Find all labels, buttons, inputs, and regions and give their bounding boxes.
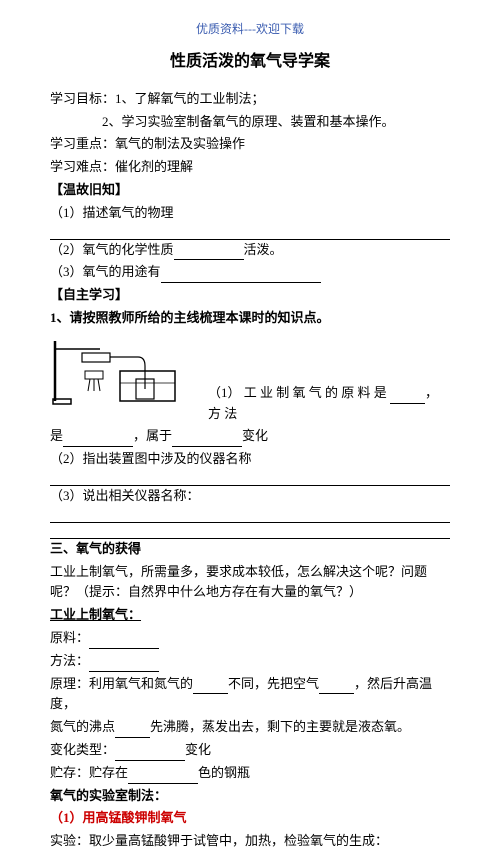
blank-8: [193, 680, 228, 694]
review-q1: （1）描述氧气的物理: [50, 203, 450, 224]
method-line: 方法：: [50, 651, 450, 672]
change-suffix: 变化: [185, 742, 211, 757]
section3-text: 工业上制氧气，所需量多，要求成本较低，怎么解决这个呢？问题呢？（提示：自然界中什…: [50, 562, 450, 604]
difficulty-text: 催化剂的理解: [115, 159, 193, 174]
industrial-title-line: 工业上制氧气：: [50, 605, 450, 626]
lab-title: 氧气的实验室制法：: [50, 786, 450, 807]
principle-line: 原理：利用氧气和氮气的不同，先把空气，然后升高温度，: [50, 674, 450, 716]
blank-12: [128, 770, 198, 784]
selfstudy-q1-line2-suffix: 变化: [242, 428, 268, 443]
principle-2: 不同，先把空气: [228, 676, 319, 691]
lab-experiment: 实验：取少量高锰酸钾于试管中，加热，检验氧气的生成：: [50, 831, 450, 852]
review-q3-prefix: （3）氧气的用途有: [50, 264, 161, 279]
difficulty-label: 学习难点：: [50, 159, 115, 174]
apparatus-diagram: [50, 331, 200, 416]
blank-line-3: [50, 509, 450, 523]
objectives-line1: 学习目标：1、了解氧气的工业制法；: [50, 89, 450, 110]
blank-line-2: [50, 472, 450, 486]
section3-header: 三、氧气的获得: [50, 539, 450, 560]
review-q3: （3）氧气的用途有: [50, 262, 450, 283]
storage-label: 贮存：: [50, 765, 89, 780]
blank-9: [319, 680, 354, 694]
focus-line: 学习重点：氧气的制法及实验操作: [50, 134, 450, 155]
selfstudy-q1-line2-prefix: 是: [50, 428, 63, 443]
blank-2: [161, 269, 321, 283]
review-q1-text: （1）描述氧气的物理: [50, 205, 174, 220]
blank-line-4: [50, 525, 450, 539]
blank-7: [89, 658, 159, 672]
method-label: 方法：: [50, 653, 89, 668]
objectives-item2: 2、学习实验室制备氧气的原理、装置和基本操作。: [102, 114, 395, 129]
principle-label: 原理：: [50, 676, 89, 691]
blank-3: [390, 390, 425, 404]
storage-suffix: 色的钢瓶: [198, 765, 250, 780]
page-header: 优质资料---欢迎下载: [50, 20, 450, 39]
storage-line: 贮存：贮存在 色的钢瓶: [50, 763, 450, 784]
industrial-title: 工业上制氧气：: [50, 607, 141, 622]
selfstudy-q1-line2-mid: ，属于: [133, 428, 172, 443]
document-title: 性质活泼的氧气导学案: [50, 49, 450, 75]
boiling-1: 氮气的沸点: [50, 719, 115, 734]
focus-label: 学习重点：: [50, 136, 115, 151]
blank-10: [115, 724, 150, 738]
blank-4: [63, 433, 133, 447]
review-header: 【温故旧知】: [50, 180, 450, 201]
blank-1: [174, 246, 244, 260]
review-q2: （2）氧气的化学性质 活泼。: [50, 240, 450, 261]
boiling-2: 先沸腾，蒸发出去，剩下的主要就是液态氧。: [150, 719, 410, 734]
boiling-line: 氮气的沸点 先沸腾，蒸发出去，剩下的主要就是液态氧。: [50, 717, 450, 738]
selfstudy-q2: （2）指出装置图中涉及的仪器名称: [50, 449, 450, 470]
blank-line-1: [50, 226, 450, 240]
objectives-item1: 1、了解氧气的工业制法；: [115, 91, 265, 106]
change-label: 变化类型：: [50, 742, 115, 757]
objectives-line2: 2、学习实验室制备氧气的原理、装置和基本操作。: [50, 112, 450, 133]
difficulty-line: 学习难点：催化剂的理解: [50, 157, 450, 178]
principle-1: 利用氧气和氮气的: [89, 676, 193, 691]
blank-5: [172, 433, 242, 447]
selfstudy-header: 【自主学习】: [50, 285, 450, 306]
selfstudy-q3: （3）说出相关仪器名称：: [50, 486, 450, 507]
change-line: 变化类型： 变化: [50, 740, 450, 761]
selfstudy-q1-line2: 是 ，属于 变化: [50, 426, 450, 447]
material-label: 原料：: [50, 630, 89, 645]
selfstudy-q1-prefix: （1） 工 业 制 氧 气 的 原 料 是: [208, 385, 387, 400]
review-q2-suffix: 活泼。: [244, 242, 283, 257]
blank-6: [89, 635, 159, 649]
storage-1: 贮存在: [89, 765, 128, 780]
selfstudy-point1: 1、请按照教师所给的主线梳理本课时的知识点。: [50, 308, 450, 329]
review-q2-prefix: （2）氧气的化学性质: [50, 242, 174, 257]
focus-text: 氧气的制法及实验操作: [115, 136, 245, 151]
objectives-label: 学习目标：: [50, 91, 115, 106]
lab-method1: （1）用高锰酸钾制氧气: [50, 808, 450, 829]
blank-11: [115, 747, 185, 761]
material-line: 原料：: [50, 628, 450, 649]
